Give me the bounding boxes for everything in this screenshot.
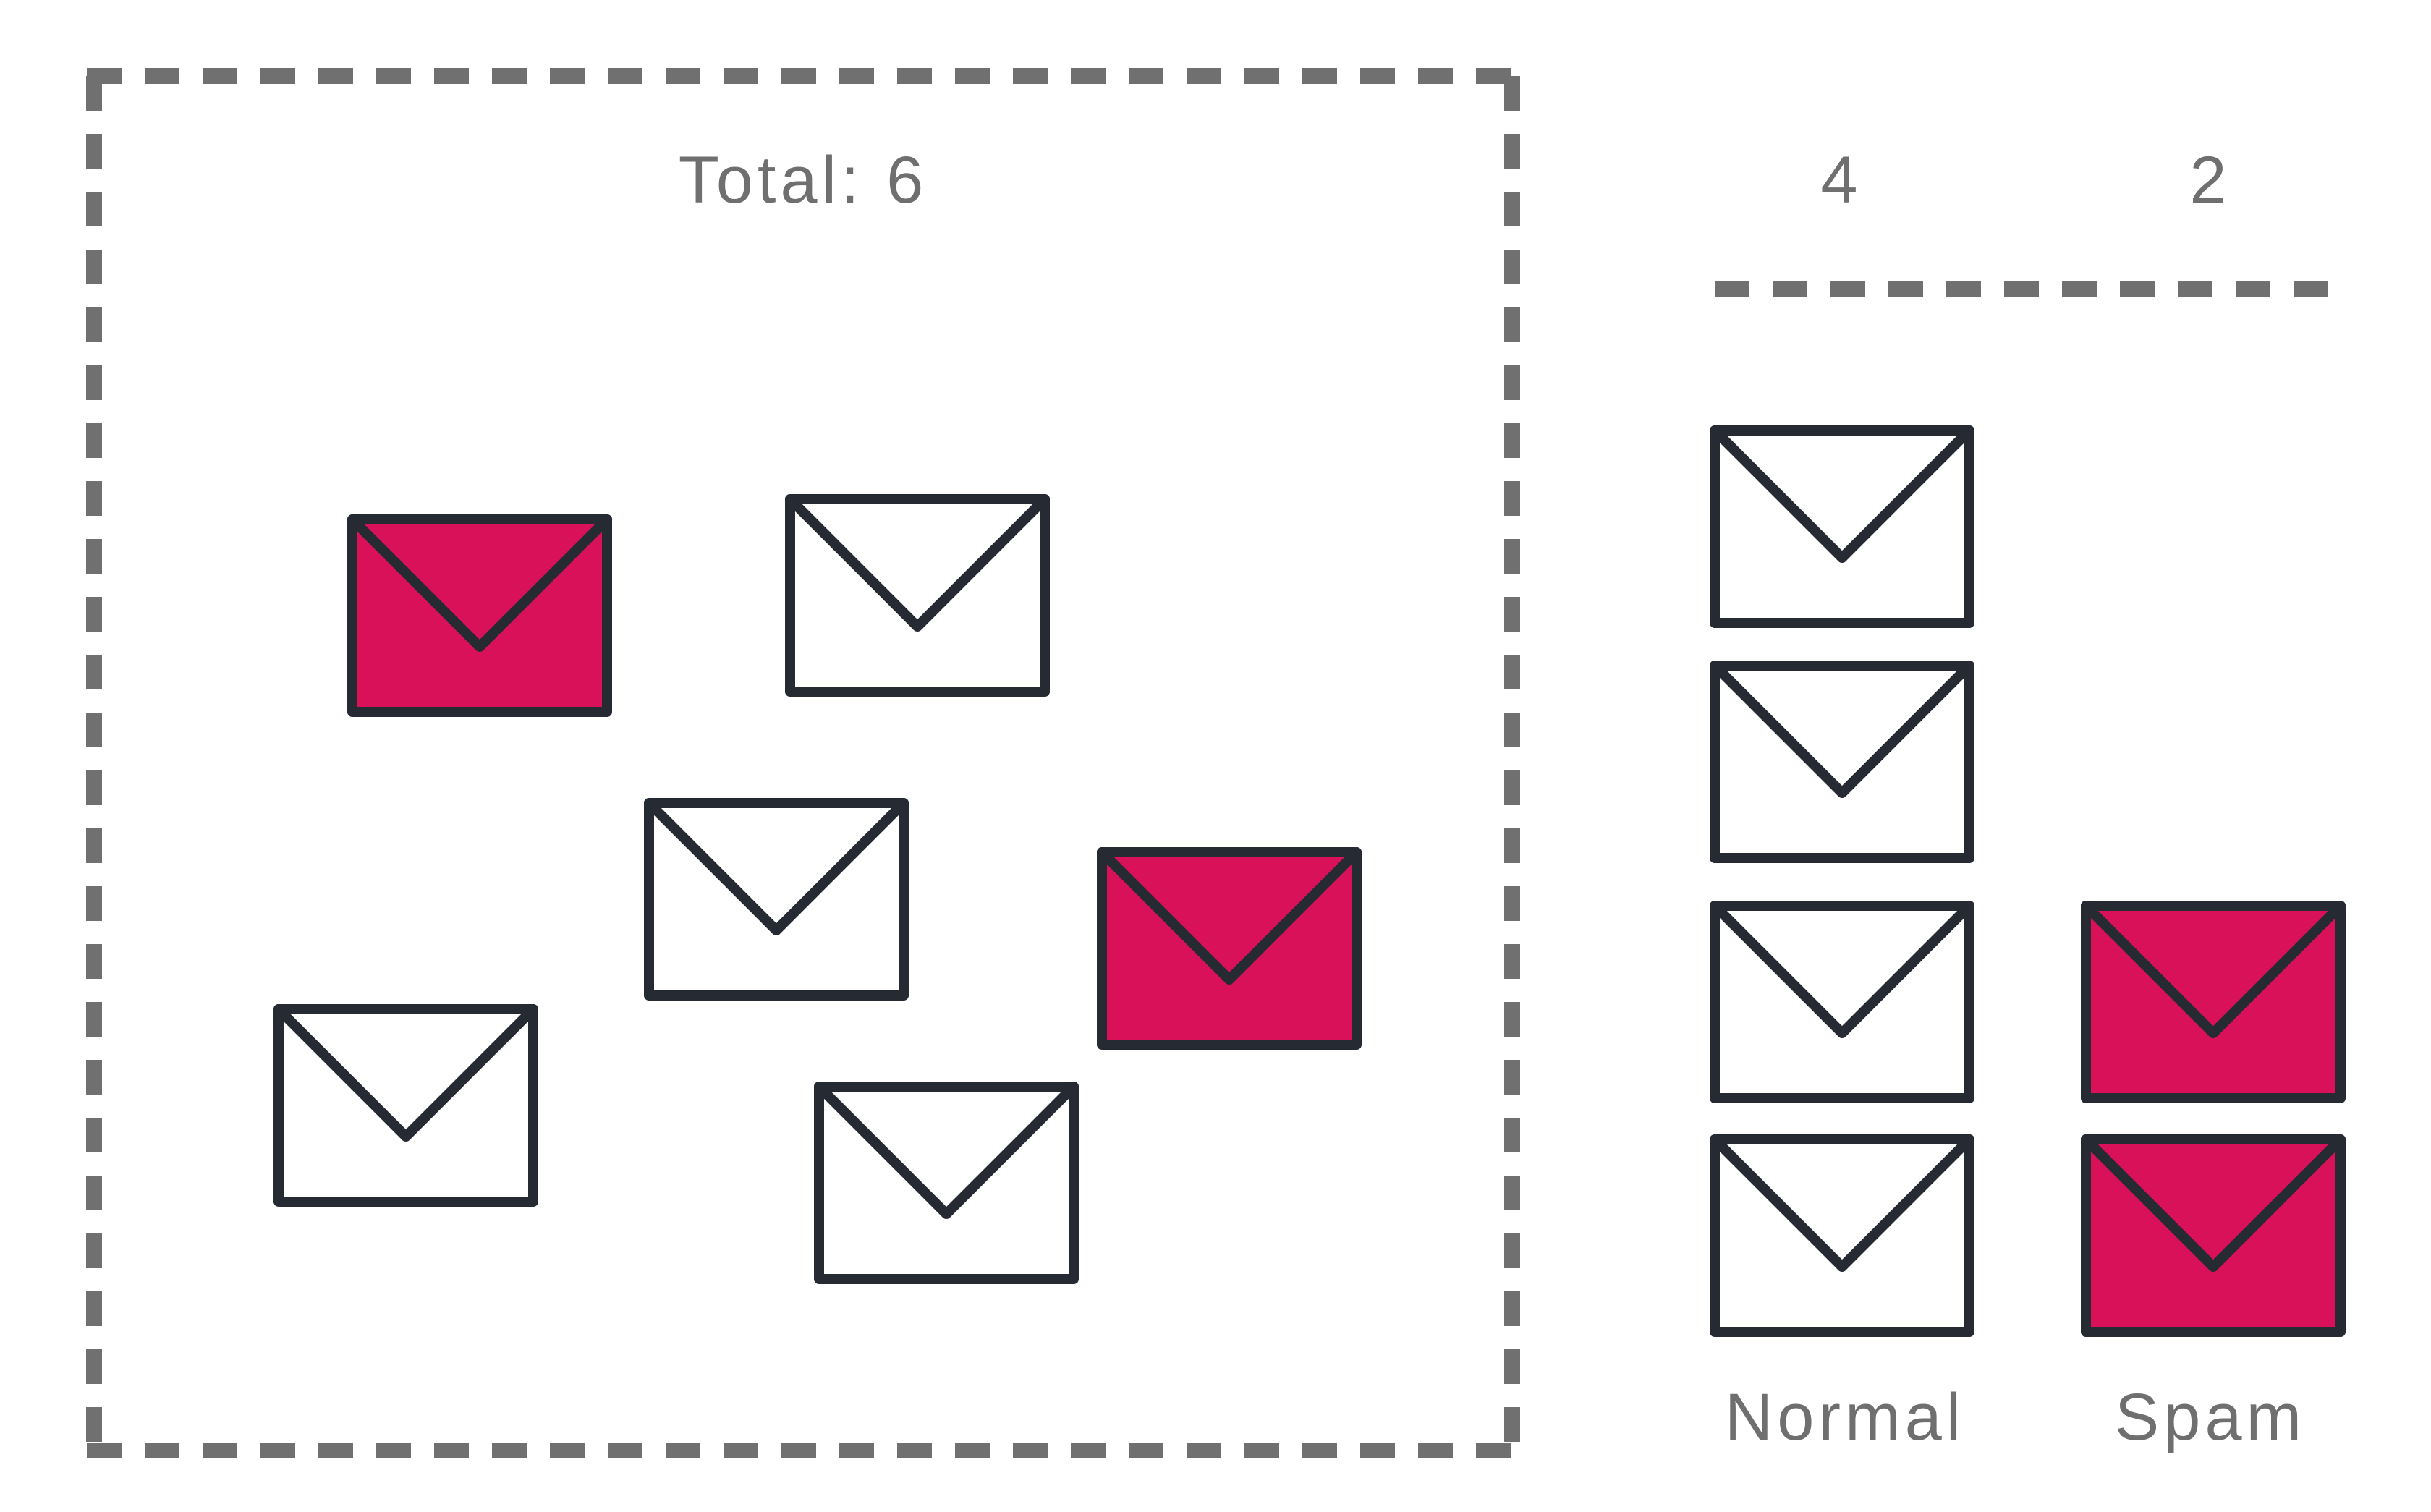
spam-column-email-2	[2081, 1134, 2346, 1337]
normal-column-email-1	[1710, 425, 1974, 628]
envelope-spam-icon	[2081, 1134, 2346, 1337]
envelope-icon	[1710, 1134, 1974, 1337]
envelope-icon	[273, 1004, 538, 1207]
unsorted-email-normal-4	[814, 1082, 1079, 1284]
envelope-icon	[1710, 901, 1974, 1103]
spam-column-email-1	[2081, 901, 2346, 1103]
envelope-icon	[785, 494, 1050, 697]
normal-column-label: Normal	[1725, 1380, 1965, 1454]
unsorted-email-normal-2	[644, 798, 909, 1001]
unsorted-email-spam-2	[1097, 847, 1362, 1050]
unsorted-email-normal-3	[273, 1004, 538, 1207]
envelope-spam-icon	[1097, 847, 1362, 1050]
normal-column-email-2	[1710, 661, 1974, 863]
envelope-icon	[814, 1082, 1079, 1284]
normal-column-email-3	[1710, 901, 1974, 1103]
spam-count: 2	[2189, 143, 2231, 217]
normal-column-email-4	[1710, 1134, 1974, 1337]
unsorted-email-spam-1	[347, 514, 612, 717]
spam-column-label: Spam	[2115, 1380, 2306, 1454]
normal-count: 4	[1820, 143, 1862, 217]
envelope-spam-icon	[347, 514, 612, 717]
envelope-icon	[1710, 661, 1974, 863]
unsorted-email-normal-1	[785, 494, 1050, 697]
total-box	[86, 68, 1520, 1458]
envelope-icon	[1710, 425, 1974, 628]
envelope-icon	[644, 798, 909, 1001]
envelope-spam-icon	[2081, 901, 2346, 1103]
total-label: Total: 6	[679, 143, 928, 217]
